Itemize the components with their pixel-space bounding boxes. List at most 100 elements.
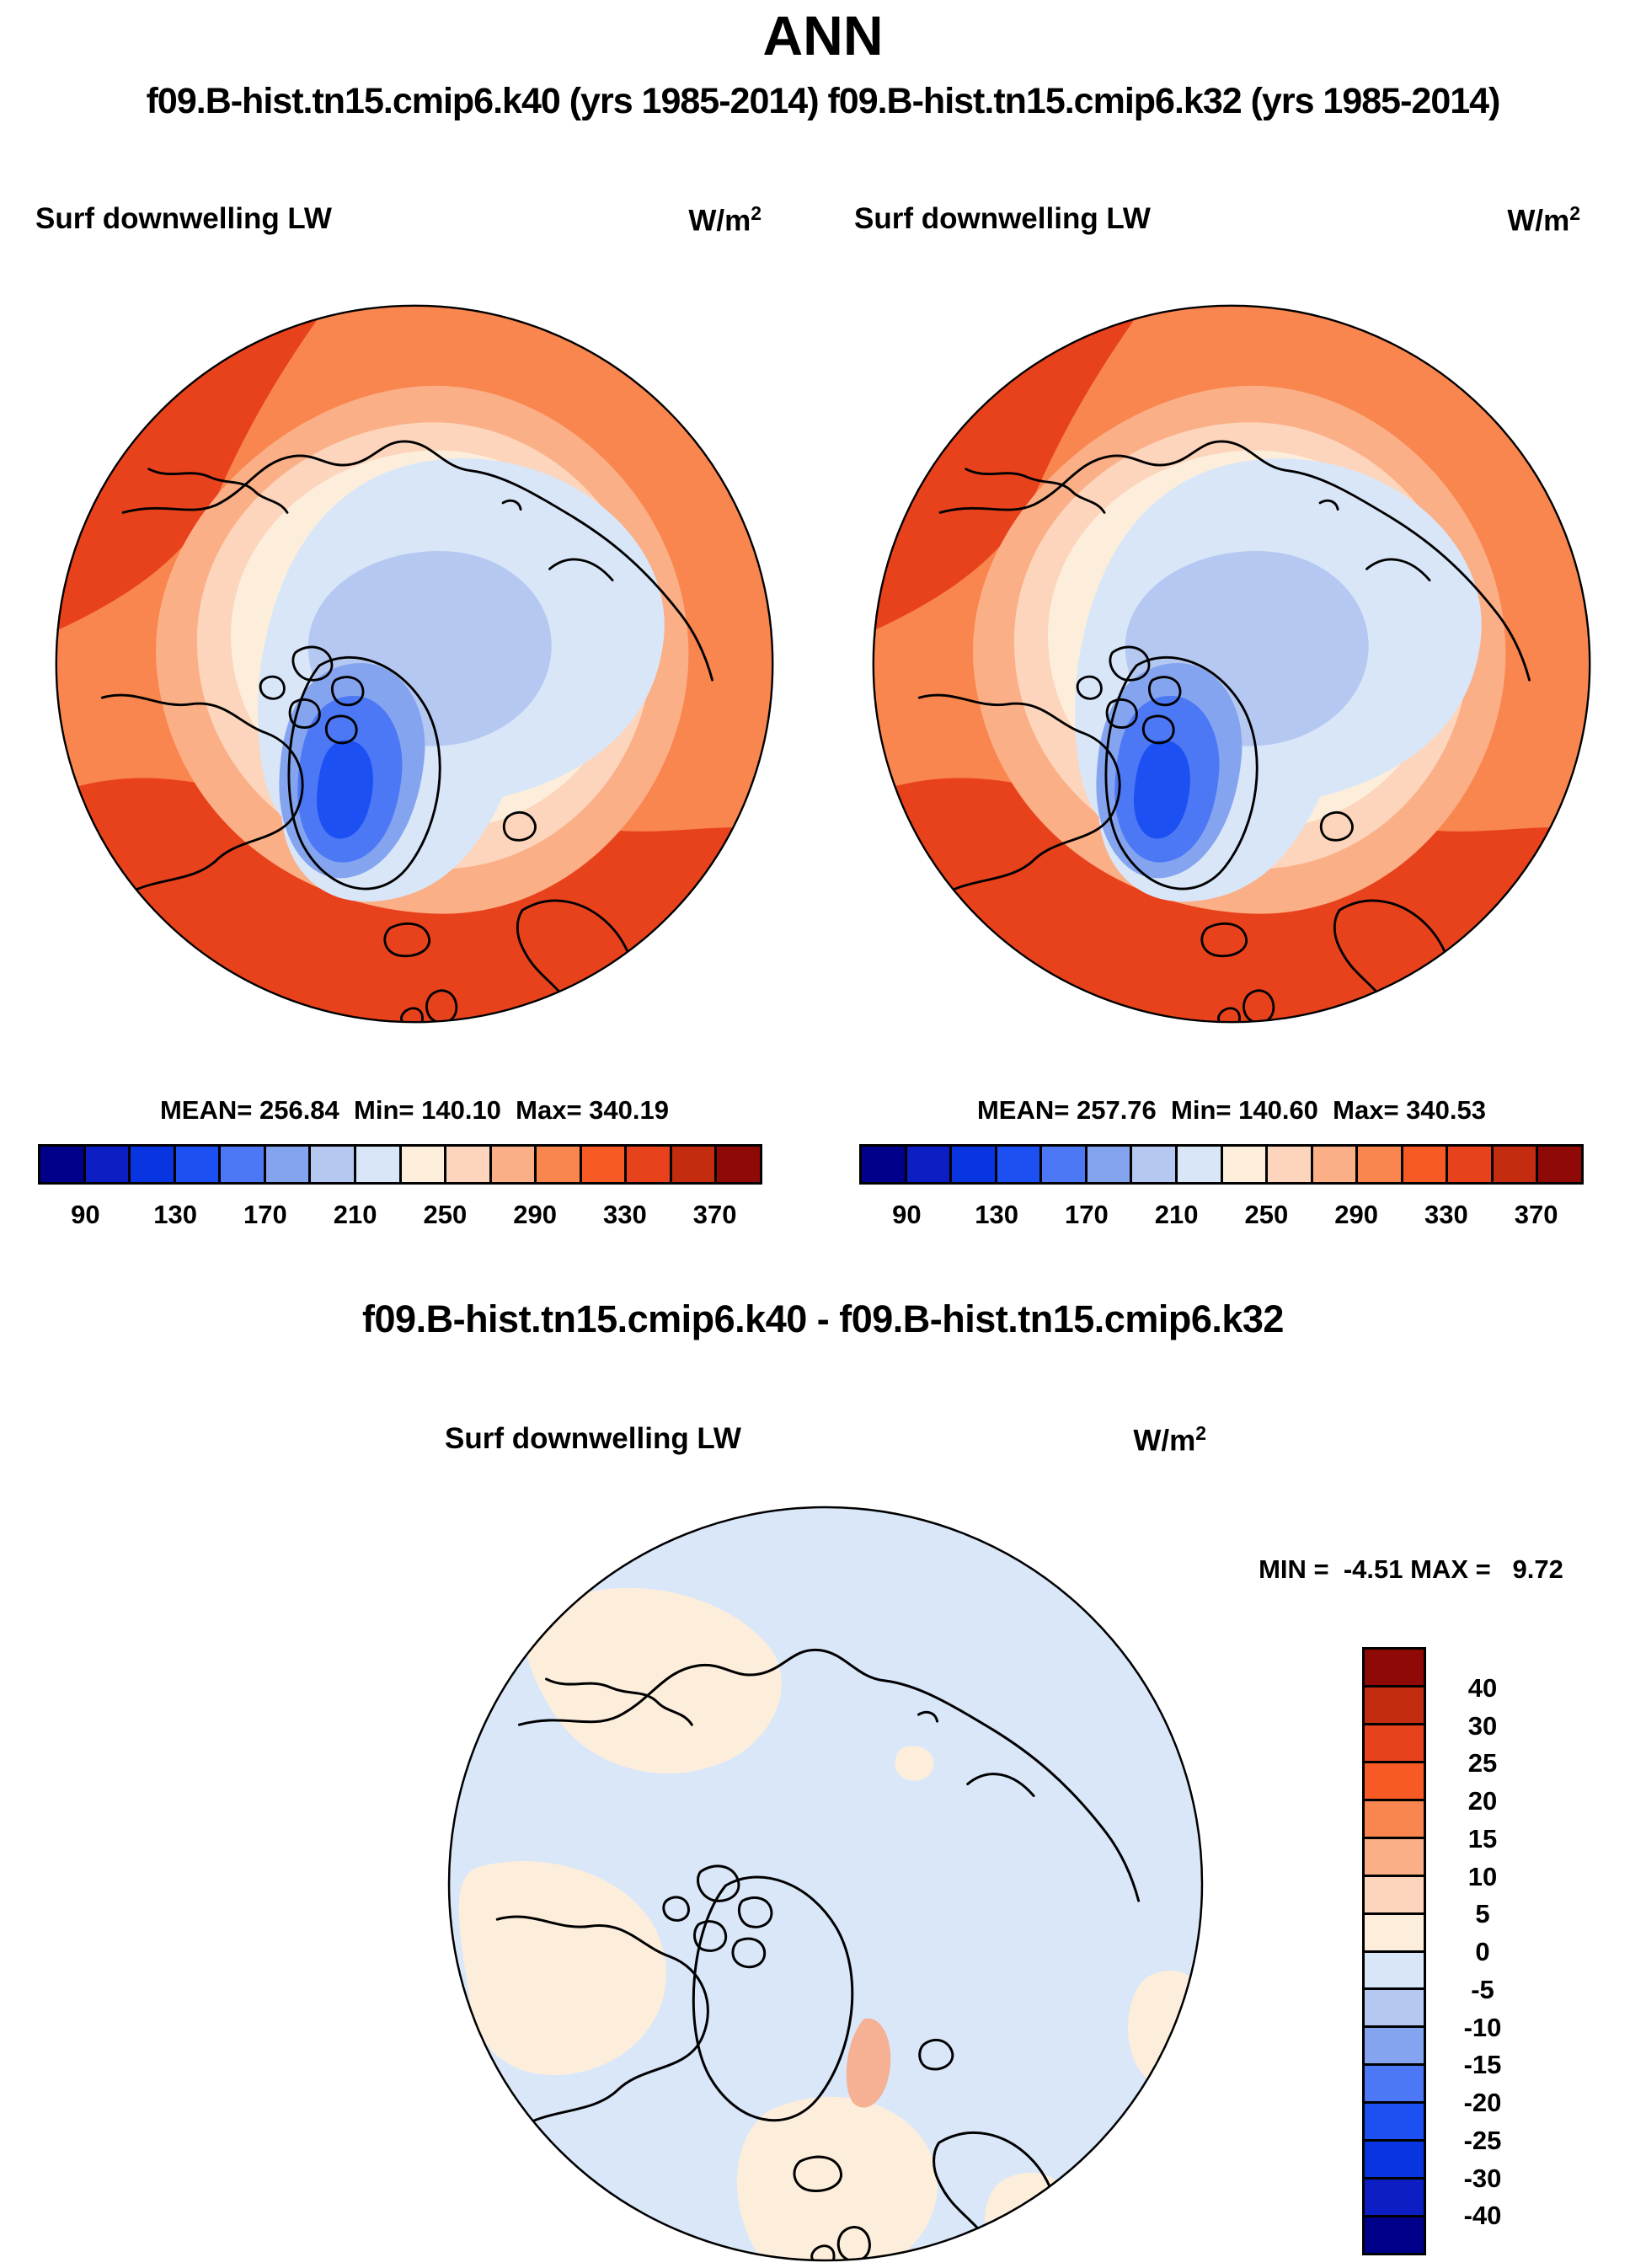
- colorbar-cell: [671, 1147, 718, 1182]
- colorbar-tick-label: -20: [1463, 2088, 1502, 2117]
- colorbar-cell: [952, 1147, 997, 1182]
- colorbar-tick-label: 90: [892, 1200, 922, 1229]
- colorbar-tick-label: 30: [1467, 1710, 1498, 1741]
- diff-minmax: MIN = -4.51 MAX = 9.72: [1259, 1554, 1563, 1584]
- colorbar-cell: [1365, 1763, 1424, 1801]
- page-title: ANN: [762, 4, 884, 67]
- colorbar-cell: [1493, 1147, 1539, 1182]
- colorbar-cell: [40, 1147, 86, 1182]
- colorbar-cell: [85, 1147, 131, 1182]
- colorbar-tick-label: 90: [71, 1200, 100, 1229]
- left-stats: MEAN= 256.84 Min= 140.10 Max= 340.19: [159, 1095, 669, 1125]
- colorbar-cell: [1365, 2180, 1424, 2218]
- colorbar-cell: [1365, 1914, 1424, 1953]
- colorbar-left-ticks: 90 130 170 210 250 290 330 370: [38, 1200, 762, 1233]
- colorbar-tick-label: 370: [692, 1200, 737, 1229]
- colorbar-cell: [1087, 1147, 1133, 1182]
- colorbar-cell: [446, 1147, 492, 1182]
- colorbar-cell: [906, 1147, 953, 1182]
- colorbar-cell: [1268, 1147, 1313, 1182]
- colorbar-diff: [1362, 1647, 1426, 2255]
- colorbar-tick-label: -5: [1471, 1974, 1494, 2004]
- colorbar-cell: [581, 1147, 628, 1182]
- polar-map-left: [52, 302, 777, 1026]
- colorbar-cell: [1365, 1800, 1424, 1839]
- colorbar-cell: [131, 1147, 176, 1182]
- colorbar-tick-label: 330: [1424, 1200, 1468, 1229]
- left-var-title: Surf downwelling LW: [35, 202, 332, 235]
- colorbar-tick-label: 370: [1514, 1200, 1558, 1229]
- colorbar-left: [38, 1144, 762, 1185]
- colorbar-diff-labels: 40 30 25 20 15 10 5 0 -5 -10 -15 -20 -25 -30 -40: [1432, 1647, 1533, 2255]
- colorbar-tick-label: 40: [1467, 1672, 1498, 1703]
- colorbar-tick-label: 250: [423, 1200, 468, 1229]
- colorbar-tick-label: 170: [243, 1200, 287, 1229]
- diff-var-title: Surf downwelling LW: [445, 1422, 741, 1455]
- colorbar-tick-label: 0: [1475, 1937, 1490, 1966]
- colorbar-cell: [1365, 2104, 1424, 2142]
- colorbar-tick-label: 130: [153, 1200, 197, 1229]
- colorbar-cell: [311, 1147, 356, 1182]
- colorbar-tick-label: 20: [1467, 1786, 1498, 1816]
- colorbar-cell: [1365, 1650, 1424, 1688]
- colorbar-cell: [175, 1147, 222, 1182]
- colorbar-cell: [997, 1147, 1043, 1182]
- colorbar-cell: [627, 1147, 672, 1182]
- colorbar-cell: [1177, 1147, 1223, 1182]
- colorbar-cell: [1365, 2217, 1424, 2253]
- colorbar-cell: [1365, 1838, 1424, 1877]
- colorbar-tick-label: 290: [1334, 1200, 1378, 1229]
- colorbar-tick-label: 250: [1244, 1200, 1289, 1229]
- colorbar-tick-label: 15: [1467, 1823, 1498, 1853]
- colorbar-right-ticks: 90 130 170 210 250 290 330 370: [859, 1200, 1584, 1233]
- diff-title: f09.B-hist.tn15.cmip6.k40 - f09.B-hist.t…: [362, 1297, 1284, 1340]
- colorbar-cell: [1538, 1147, 1581, 1182]
- colorbar-cell: [1312, 1147, 1359, 1182]
- colorbar-cell: [491, 1147, 537, 1182]
- colorbar-tick-label: 5: [1475, 1899, 1490, 1929]
- colorbar-cell: [862, 1147, 907, 1182]
- colorbar-cell: [1365, 2066, 1424, 2105]
- colorbar-cell: [1365, 1687, 1424, 1725]
- colorbar-cell: [1365, 2028, 1424, 2067]
- colorbar-cell: [1042, 1147, 1088, 1182]
- colorbar-cell: [1132, 1147, 1178, 1182]
- colorbar-cell: [1358, 1147, 1403, 1182]
- colorbar-tick-label: 290: [513, 1200, 557, 1229]
- colorbar-cell: [1222, 1147, 1269, 1182]
- colorbar-tick-label: -10: [1463, 2012, 1502, 2042]
- colorbar-cell: [1448, 1147, 1494, 1182]
- colorbar-tick-label: -15: [1463, 2050, 1502, 2080]
- colorbar-tick-label: 25: [1467, 1748, 1498, 1779]
- diff-units-label: W/m2: [1133, 1422, 1206, 1458]
- left-panel-header: Surf downwelling LW W/m2: [35, 202, 762, 238]
- colorbar-tick-label: -25: [1463, 2125, 1502, 2155]
- colorbar-cell: [1365, 2142, 1424, 2180]
- colorbar-cell: [355, 1147, 402, 1182]
- polar-map-right: [869, 302, 1594, 1026]
- right-stats: MEAN= 257.76 Min= 140.60 Max= 340.53: [976, 1095, 1486, 1125]
- right-var-title: Surf downwelling LW: [854, 202, 1151, 235]
- colorbar-tick-label: 170: [1065, 1200, 1109, 1229]
- case-subtitle: f09.B-hist.tn15.cmip6.k40 (yrs 1985-2014…: [146, 81, 1501, 121]
- colorbar-cell: [265, 1147, 312, 1182]
- colorbar-tick-label: 210: [333, 1200, 377, 1229]
- colorbar-cell: [221, 1147, 266, 1182]
- colorbar-cell: [1403, 1147, 1449, 1182]
- right-panel-header: Surf downwelling LW W/m2: [854, 202, 1580, 238]
- colorbar-tick-label: 10: [1467, 1861, 1498, 1891]
- colorbar-right: [859, 1144, 1584, 1185]
- diff-panel-header: Surf downwelling LW W/m2: [445, 1422, 1206, 1458]
- polar-map-diff: [445, 1503, 1206, 2265]
- colorbar-tick-label: 210: [1154, 1200, 1199, 1229]
- colorbar-cell: [1365, 1952, 1424, 1991]
- left-units-label: W/m2: [688, 202, 762, 238]
- colorbar-cell: [717, 1147, 760, 1182]
- colorbar-tick-label: 130: [975, 1200, 1018, 1229]
- colorbar-cell: [401, 1147, 447, 1182]
- colorbar-cell: [1365, 1990, 1424, 2029]
- colorbar-cell: [1365, 1876, 1424, 1915]
- colorbar-cell: [1365, 1725, 1424, 1763]
- colorbar-tick-label: 330: [603, 1200, 647, 1229]
- colorbar-tick-label: -40: [1463, 2201, 1502, 2231]
